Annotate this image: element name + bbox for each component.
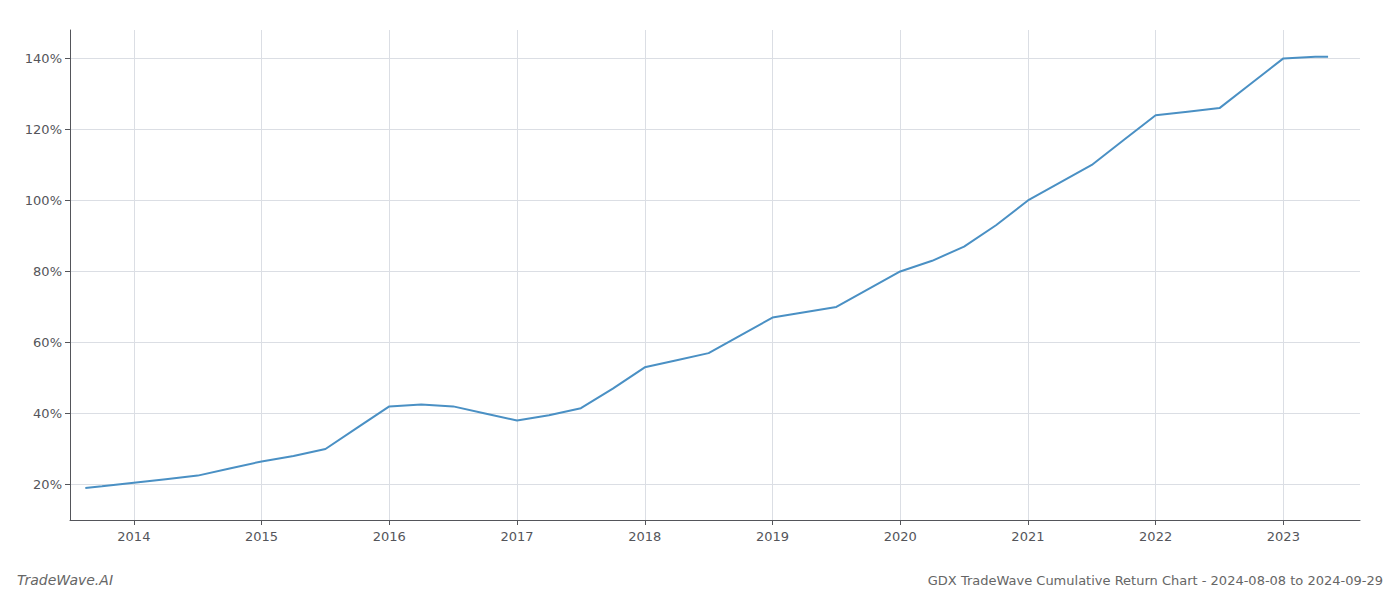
svg-text:GDX TradeWave Cumulative Retur: GDX TradeWave Cumulative Return Chart - …	[928, 573, 1383, 588]
svg-text:20%: 20%	[33, 477, 62, 492]
svg-text:2015: 2015	[245, 529, 278, 544]
svg-text:100%: 100%	[25, 193, 62, 208]
svg-text:2018: 2018	[628, 529, 661, 544]
svg-text:2021: 2021	[1011, 529, 1044, 544]
svg-text:60%: 60%	[33, 335, 62, 350]
svg-text:2023: 2023	[1267, 529, 1300, 544]
svg-text:TradeWave.AI: TradeWave.AI	[17, 572, 113, 588]
svg-text:2020: 2020	[884, 529, 917, 544]
svg-text:2014: 2014	[117, 529, 150, 544]
svg-text:2017: 2017	[500, 529, 533, 544]
svg-text:2022: 2022	[1139, 529, 1172, 544]
svg-text:80%: 80%	[33, 264, 62, 279]
svg-text:40%: 40%	[33, 406, 62, 421]
svg-text:140%: 140%	[25, 51, 62, 66]
svg-text:2016: 2016	[373, 529, 406, 544]
svg-text:120%: 120%	[25, 122, 62, 137]
svg-text:2019: 2019	[756, 529, 789, 544]
